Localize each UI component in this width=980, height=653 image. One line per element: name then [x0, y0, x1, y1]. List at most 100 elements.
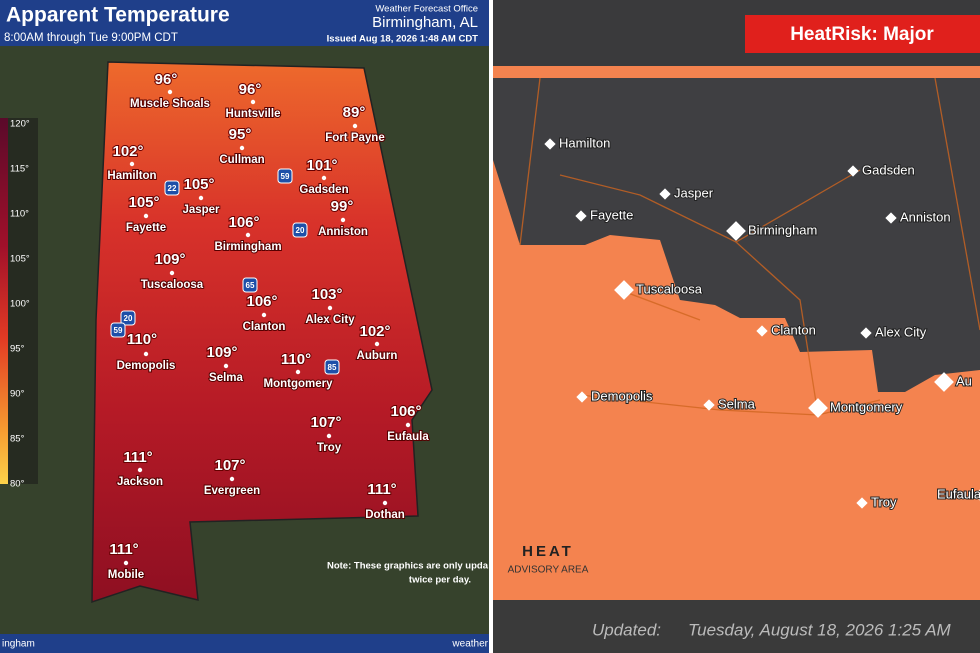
note-line: Note: These graphics are only upda: [327, 561, 489, 572]
interstate-shield: [292, 222, 308, 238]
city-dot: [169, 270, 175, 276]
city-dot: [198, 195, 204, 201]
interstate-shield: [110, 322, 126, 338]
footer-right: weather: [451, 639, 488, 650]
city-temp: 106°: [246, 293, 277, 310]
city-dot: [143, 213, 149, 219]
city-marker: [856, 497, 868, 509]
city-temp: 110°: [281, 351, 311, 368]
legend-label: 110°: [10, 209, 29, 220]
city-temp: 95°: [229, 126, 252, 143]
right-panel: HeatRisk: Major Hamilton Jasper Fayette Bir…: [493, 0, 980, 653]
city-marker: [614, 280, 634, 300]
interstate-number: 22: [168, 184, 177, 193]
legend-label: 90°: [10, 389, 25, 400]
interstate-number: 59: [114, 326, 123, 335]
legend-bg: [8, 118, 38, 484]
city-name: Demopolis: [117, 360, 176, 372]
city-temp: 111°: [367, 481, 396, 498]
city-temp: 105°: [183, 176, 214, 193]
legend-label: 80°: [10, 479, 25, 490]
city-name: Hamilton: [107, 170, 156, 182]
city-marker: [703, 399, 715, 411]
city-name: Fayette: [126, 222, 166, 234]
city-name: Cullman: [219, 154, 264, 166]
city-name: Auburn: [357, 350, 398, 362]
city-marker: [885, 212, 897, 224]
city-name: Evergreen: [204, 485, 260, 497]
city-name: Eufaula: [387, 431, 429, 443]
city-name: Jackson: [117, 476, 163, 488]
city-name: Alex City: [875, 324, 927, 339]
city-temp: 106°: [228, 214, 259, 231]
city-temp: 102°: [359, 323, 390, 340]
city-marker: [576, 391, 588, 403]
divider: [489, 0, 493, 653]
city-name: Selma: [718, 396, 756, 411]
footer-left: ingham: [2, 639, 35, 650]
city-name: Montgomery: [830, 399, 903, 414]
city-dot: [143, 351, 149, 357]
city-dot: [340, 217, 346, 223]
city-dot: [129, 161, 135, 167]
city-name: Anniston: [900, 209, 951, 224]
interstate-number: 20: [124, 314, 133, 323]
city-name: Alex City: [305, 314, 355, 326]
city-dot: [229, 476, 235, 482]
city-name: Mobile: [108, 569, 144, 581]
city-dot: [326, 433, 332, 439]
interstate-shield: [242, 277, 258, 293]
updated-date: Tuesday, August 18, 2026 1:25 AM: [688, 620, 952, 639]
city-temp: 107°: [214, 457, 245, 474]
city-dot: [327, 305, 333, 311]
footer-bar: [0, 634, 489, 653]
location: Birmingham, AL: [372, 14, 478, 31]
city-name: Montgomery: [264, 378, 334, 390]
city-name: Anniston: [318, 226, 368, 238]
city-temp: 105°: [128, 194, 159, 211]
city-name: Gadsden: [862, 162, 915, 177]
legend-label: 95°: [10, 344, 25, 355]
city-dot: [239, 145, 245, 151]
office: Weather Forecast Office: [375, 4, 478, 15]
city-dot: [167, 89, 173, 95]
updated-label: Updated:: [592, 620, 661, 639]
header-bar: [0, 0, 489, 46]
left-panel: Apparent Temperature 8:00AM through Tue …: [0, 0, 489, 653]
city-dot: [321, 175, 327, 181]
city-dot: [295, 369, 301, 375]
city-temp: 106°: [390, 403, 421, 420]
city-dot: [137, 467, 143, 473]
city-dot: [245, 232, 251, 238]
interstate-number: 85: [328, 363, 337, 372]
legend-label: 115°: [10, 164, 29, 175]
city-temp: 96°: [239, 81, 262, 98]
banner-text: HeatRisk: Major: [790, 24, 934, 45]
legend-bar: [0, 118, 8, 484]
city-temp: 102°: [112, 143, 143, 160]
city-name: Huntsville: [226, 108, 281, 120]
city-temp: 96°: [155, 71, 178, 88]
city-name: Au: [956, 373, 972, 388]
interstate-shield: [164, 180, 180, 196]
city-dot: [405, 422, 411, 428]
roads: [519, 77, 980, 416]
city-name: Jasper: [674, 185, 714, 200]
footer-bar: [493, 600, 980, 653]
city-name: Tuscaloosa: [141, 279, 204, 291]
city-name: Birmingham: [748, 222, 817, 237]
interstate-shield: [324, 359, 340, 375]
city-marker: [808, 398, 828, 418]
period: 8:00AM through Tue 9:00PM CDT: [4, 32, 178, 44]
city-name: Tuscaloosa: [636, 281, 703, 296]
legend-label: 105°: [10, 254, 30, 265]
legend-label: 85°: [10, 434, 25, 445]
city-name: Troy: [871, 494, 897, 509]
interstate-number: 20: [296, 226, 305, 235]
city-marker: [847, 165, 859, 177]
city-marker: [860, 327, 872, 339]
city-temp: 101°: [306, 157, 337, 174]
banner: [745, 15, 980, 53]
city-dot: [352, 123, 358, 129]
